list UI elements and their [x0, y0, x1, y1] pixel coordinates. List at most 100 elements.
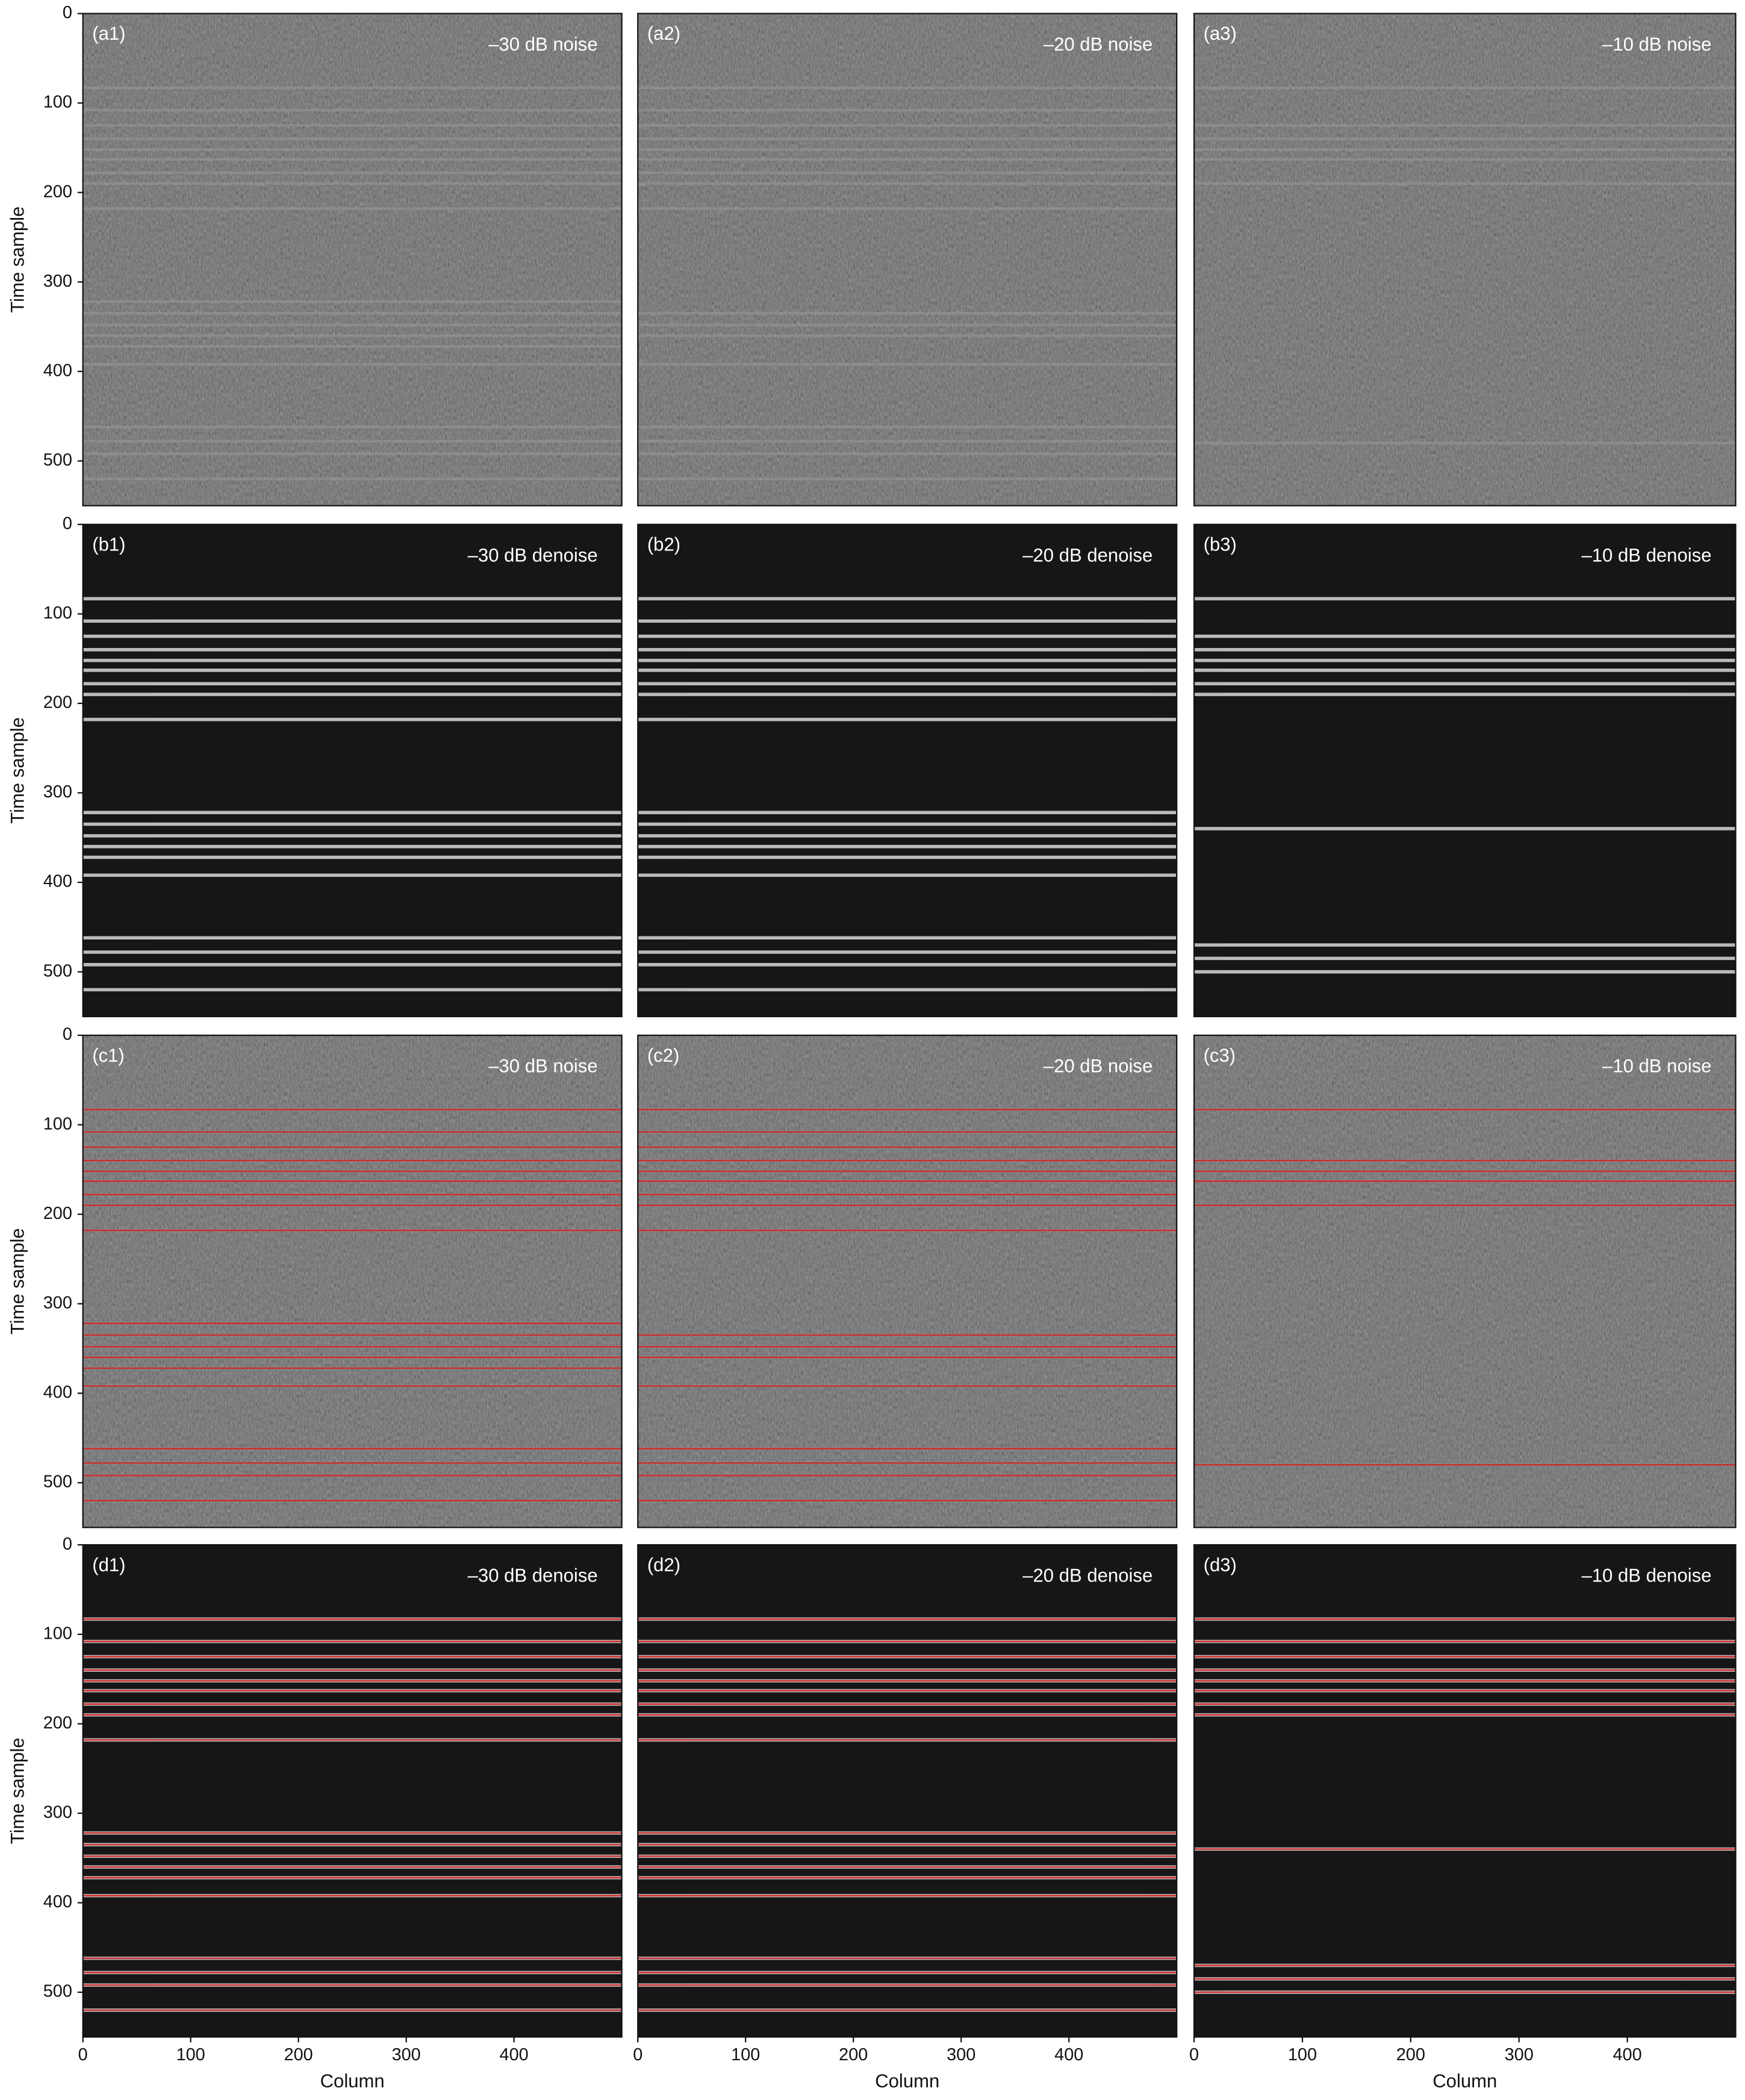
- panel-title: –20 dB noise: [1044, 1056, 1152, 1077]
- y-tick-label: 200: [43, 1713, 72, 1733]
- panel: (a2) –20 dB noise: [637, 13, 1178, 506]
- image: [82, 524, 622, 1017]
- frame: [1193, 1034, 1737, 1528]
- panel-label: (a1): [92, 23, 125, 44]
- background: [1194, 1545, 1736, 2037]
- panel-label: (b2): [647, 534, 680, 555]
- x-tick-label: 400: [1054, 2045, 1083, 2064]
- frame: [637, 523, 1178, 1018]
- panel: (a1) –30 dB noise 0 100 200 300 400 500 Time sam…: [7, 3, 623, 506]
- x-tick-label: 300: [1505, 2045, 1534, 2064]
- y-tick-label: 400: [43, 361, 72, 380]
- frame: [82, 1034, 623, 1528]
- y-tick-label: 300: [43, 1803, 72, 1822]
- y-axis-label: Time sample: [7, 207, 28, 313]
- panel-label: (d3): [1204, 1554, 1237, 1575]
- image: [1194, 524, 1736, 1017]
- y-tick-label: 200: [43, 1204, 72, 1223]
- frame: [637, 1034, 1178, 1528]
- panel-label: (a2): [647, 23, 680, 44]
- y-tick-label: 200: [43, 693, 72, 712]
- frame: [1193, 13, 1737, 506]
- noise-texture: [638, 13, 1177, 506]
- panel-label: (b1): [92, 534, 125, 555]
- y-tick-label: 500: [43, 1472, 72, 1492]
- panel: (c1) –30 dB noise 0 100 200 300 400 500 Time sam…: [7, 1025, 623, 1528]
- panel: (d1) –30 dB denoise 0 100 200 300 400 500 0 100 20…: [7, 1534, 623, 2092]
- y-tick-label: 500: [43, 450, 72, 470]
- x-tick-label: 400: [500, 2045, 529, 2064]
- panel-label: (b3): [1204, 534, 1237, 555]
- y-tick-label: 400: [43, 872, 72, 891]
- frame: [1193, 523, 1737, 1018]
- panel-title: –30 dB denoise: [468, 544, 598, 566]
- panel-title: –10 dB noise: [1602, 1056, 1711, 1077]
- panel-title: –20 dB denoise: [1022, 1565, 1152, 1586]
- image: [82, 1035, 622, 1528]
- frame: [82, 523, 623, 1018]
- frame: [82, 13, 623, 506]
- panel: (d2) –20 dB denoise 0 100 200 300 400 Column: [633, 1544, 1178, 2092]
- y-tick-label: 500: [43, 961, 72, 980]
- x-tick-label: 300: [947, 2045, 975, 2064]
- y-tick-label: 0: [63, 1025, 72, 1044]
- image: [638, 13, 1177, 506]
- noise-texture: [638, 1035, 1177, 1528]
- x-tick-label: 200: [839, 2045, 868, 2064]
- background: [638, 1545, 1177, 2037]
- panel-label: (c3): [1204, 1045, 1236, 1066]
- x-tick-label: 200: [1396, 2045, 1425, 2064]
- x-axis-label: Column: [1432, 2070, 1497, 2092]
- image: [1194, 1545, 1736, 2037]
- image: [82, 13, 622, 506]
- panel: (c3) –10 dB noise: [1193, 1034, 1737, 1528]
- x-tick-label: 100: [731, 2045, 760, 2064]
- panel: (d3) –10 dB denoise 0 100 200 300 400 Column: [1189, 1544, 1737, 2092]
- x-axis-label: Column: [875, 2070, 939, 2092]
- x-axis-label: Column: [320, 2070, 385, 2092]
- background: [82, 524, 622, 1017]
- y-tick-label: 100: [43, 603, 72, 623]
- y-axis-label: Time sample: [7, 1737, 28, 1844]
- image: [638, 1545, 1177, 2037]
- y-tick-label: 100: [43, 1114, 72, 1133]
- x-tick-label: 0: [1189, 2045, 1199, 2064]
- image: [1194, 1035, 1736, 1528]
- frame: [1193, 1544, 1737, 2038]
- x-tick-label: 0: [78, 2045, 88, 2064]
- image: [638, 524, 1177, 1017]
- x-tick-label: 300: [392, 2045, 421, 2064]
- y-tick-label: 100: [43, 93, 72, 112]
- image: [1194, 13, 1736, 506]
- noise-texture: [82, 1035, 622, 1528]
- panel-title: –20 dB noise: [1044, 34, 1152, 55]
- panel-title: –30 dB noise: [488, 34, 597, 55]
- panel-label: (a3): [1204, 23, 1237, 44]
- image: [638, 1035, 1177, 1528]
- x-tick-label: 100: [1288, 2045, 1317, 2064]
- y-tick-label: 0: [63, 514, 72, 533]
- panel-title: –10 dB denoise: [1581, 1565, 1711, 1586]
- y-tick-label: 0: [63, 3, 72, 22]
- panel-label: (d2): [647, 1554, 680, 1575]
- y-tick-label: 300: [43, 272, 72, 291]
- panel-title: –30 dB noise: [488, 1056, 597, 1077]
- background: [638, 524, 1177, 1017]
- panel-title: –30 dB denoise: [468, 1565, 598, 1586]
- panel-label: (c2): [647, 1045, 680, 1066]
- panel-label: (d1): [92, 1554, 125, 1575]
- noise-texture: [1194, 1035, 1736, 1528]
- y-axis-label: Time sample: [7, 1228, 28, 1335]
- frame: [82, 1544, 623, 2038]
- panel: (b1) –30 dB denoise 0 100 200 300 400 500 Time s…: [7, 514, 623, 1018]
- x-tick-label: 200: [284, 2045, 313, 2064]
- panel-title: –10 dB noise: [1602, 34, 1711, 55]
- y-tick-label: 300: [43, 1293, 72, 1312]
- frame: [637, 1544, 1178, 2038]
- y-tick-label: 200: [43, 182, 72, 201]
- y-tick-label: 300: [43, 782, 72, 802]
- noise-texture: [82, 13, 622, 506]
- noise-texture: [1194, 13, 1736, 506]
- y-tick-label: 500: [43, 1982, 72, 2001]
